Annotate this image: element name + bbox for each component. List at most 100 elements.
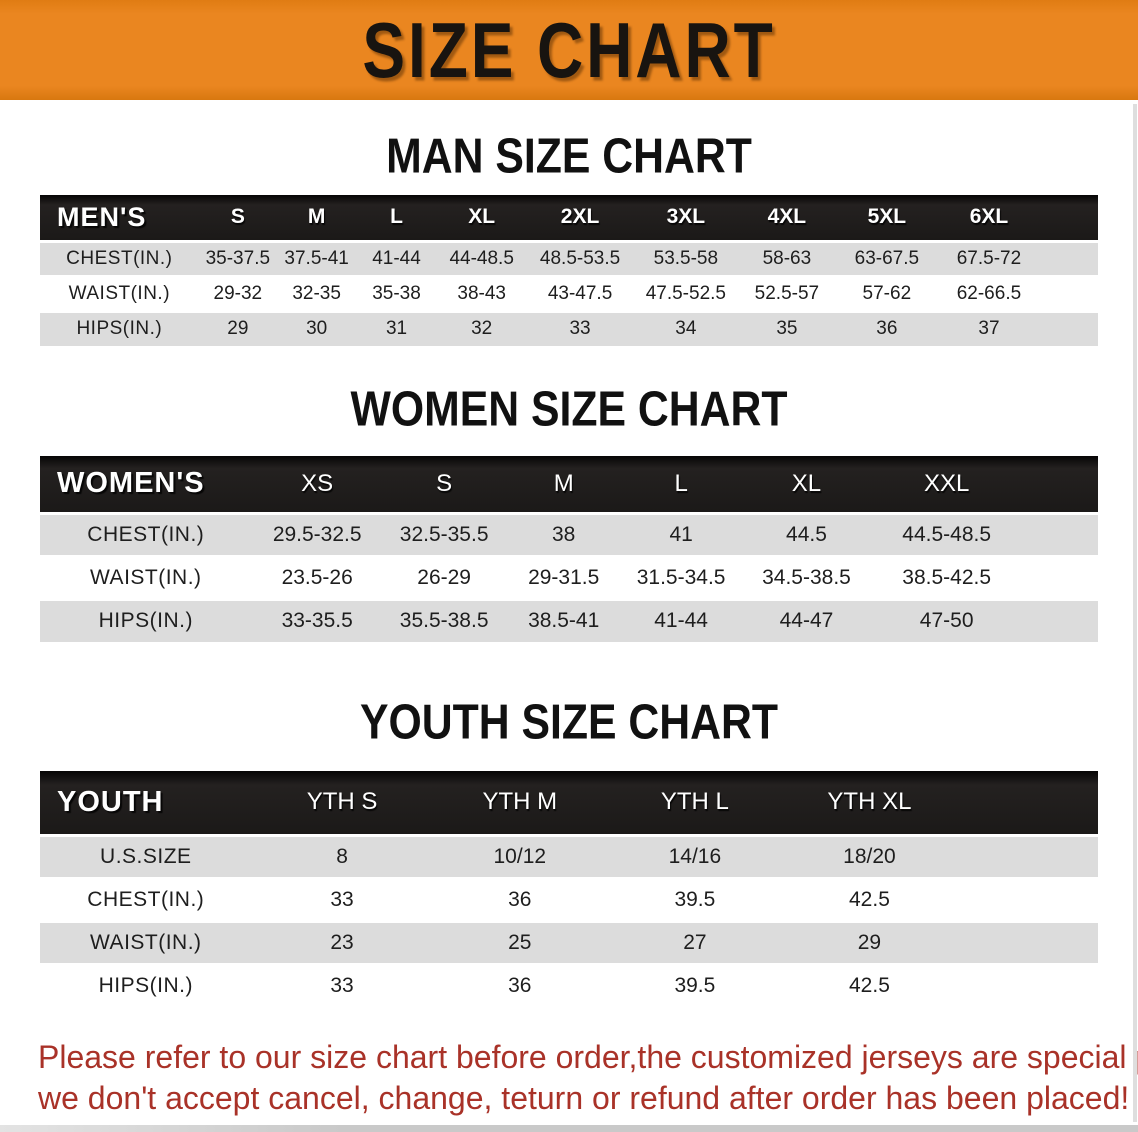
mens-row-filler xyxy=(1039,239,1098,276)
womens-measurement-cell: 44.5 xyxy=(740,511,873,556)
mens-measurement-cell: 35 xyxy=(738,309,836,346)
womens-size-column-header: XS xyxy=(251,456,383,513)
womens-measurement-cell: 34.5-38.5 xyxy=(740,554,873,599)
mens-size-column-header: 4XL xyxy=(738,195,836,241)
mens-measurement-cell: 37.5-41 xyxy=(276,239,357,276)
mens-size-column-header: M xyxy=(276,195,357,241)
mens-size-column-header: L xyxy=(356,195,437,241)
mens-measurement-cell: 47.5-52.5 xyxy=(633,274,739,311)
womens-measurement-cell: 47-50 xyxy=(872,597,1021,642)
mens-measurement-cell: 35-38 xyxy=(356,274,437,311)
mens-measurement-cell: 67.5-72 xyxy=(938,239,1040,276)
mens-measurement-cell: 38-43 xyxy=(436,274,527,311)
womens-measurement-cell: 31.5-34.5 xyxy=(621,554,741,599)
mens-measurement-cell: 62-66.5 xyxy=(938,274,1040,311)
womens-row-label: WAIST(IN.) xyxy=(40,554,252,599)
womens-measurement-cell: 41-44 xyxy=(621,597,741,642)
womens-size-table: WOMEN'S XS S M L XL XXL CHEST(IN.) 29.5-32.5 32.5… xyxy=(40,456,1098,642)
womens-size-column-header: L xyxy=(621,456,741,513)
youth-size-column-header: YTH L xyxy=(607,771,783,835)
mens-size-column-header: 6XL xyxy=(938,195,1040,241)
mens-measurement-cell: 30 xyxy=(276,309,357,346)
disclaimer-line-1: Please refer to our size chart before or… xyxy=(38,1039,1138,1075)
mens-measurement-cell: 33 xyxy=(526,309,634,346)
womens-group-label: WOMEN'S xyxy=(40,456,252,513)
youth-measurement-cell: 33 xyxy=(251,876,433,921)
youth-row-label: U.S.SIZE xyxy=(40,833,252,878)
page-bottom-bar xyxy=(0,1125,1138,1132)
youth-size-column-header: YTH XL xyxy=(782,771,957,835)
youth-section-heading: YOUTH SIZE CHART xyxy=(359,693,778,750)
mens-size-column-header: 5XL xyxy=(835,195,939,241)
mens-measurement-cell: 34 xyxy=(633,309,739,346)
size-chart-banner: SIZE CHART xyxy=(0,0,1138,100)
mens-measurement-cell: 37 xyxy=(938,309,1040,346)
banner-title: SIZE CHART xyxy=(362,6,776,94)
youth-size-column-header: YTH M xyxy=(432,771,608,835)
youth-table-row: U.S.SIZE 8 10/12 14/16 18/20 xyxy=(40,833,1098,878)
womens-measurement-cell: 23.5-26 xyxy=(251,554,383,599)
mens-measurement-cell: 43-47.5 xyxy=(526,274,634,311)
mens-measurement-cell: 58-63 xyxy=(738,239,836,276)
mens-row-label: WAIST(IN.) xyxy=(40,274,199,311)
mens-size-column-header: 3XL xyxy=(633,195,739,241)
womens-section-heading: WOMEN SIZE CHART xyxy=(350,380,788,437)
womens-header-filler xyxy=(1020,456,1098,513)
womens-row-label: CHEST(IN.) xyxy=(40,511,252,556)
size-chart-sections: MAN SIZE CHART MEN'S S M L XL 2XL 3XL 4XL 5XL 6XL C… xyxy=(0,131,1138,1007)
disclaimer: Please refer to our size chart before or… xyxy=(0,1037,1138,1119)
youth-measurement-cell: 14/16 xyxy=(607,833,783,878)
youth-header-row: YOUTH YTH S YTH M YTH L YTH XL xyxy=(40,771,1098,835)
page-right-edge xyxy=(1133,104,1137,1122)
youth-table-row: WAIST(IN.) 23 25 27 29 xyxy=(40,919,1098,964)
mens-measurement-cell: 31 xyxy=(356,309,437,346)
youth-size-table: YOUTH YTH S YTH M YTH L YTH XL U.S.SIZE 8 10/12… xyxy=(40,771,1098,1007)
youth-row-filler xyxy=(956,876,1098,921)
mens-measurement-cell: 41-44 xyxy=(356,239,437,276)
youth-row-filler xyxy=(956,919,1098,964)
youth-measurement-cell: 36 xyxy=(432,962,608,1007)
womens-header-row: WOMEN'S XS S M L XL XXL xyxy=(40,456,1098,513)
youth-measurement-cell: 18/20 xyxy=(782,833,957,878)
mens-measurement-cell: 52.5-57 xyxy=(738,274,836,311)
womens-row-filler xyxy=(1020,597,1098,642)
mens-size-table: MEN'S S M L XL 2XL 3XL 4XL 5XL 6XL CHEST(IN.) 35-37… xyxy=(40,195,1098,346)
mens-measurement-cell: 35-37.5 xyxy=(198,239,277,276)
youth-measurement-cell: 25 xyxy=(432,919,608,964)
womens-measurement-cell: 38 xyxy=(505,511,622,556)
mens-measurement-cell: 53.5-58 xyxy=(633,239,739,276)
mens-measurement-cell: 32 xyxy=(436,309,527,346)
mens-table-row: HIPS(IN.) 29 30 31 32 33 34 35 36 37 xyxy=(40,309,1098,346)
womens-size-column-header: XXL xyxy=(872,456,1021,513)
youth-measurement-cell: 27 xyxy=(607,919,783,964)
youth-measurement-cell: 39.5 xyxy=(607,962,783,1007)
womens-table-row: CHEST(IN.) 29.5-32.5 32.5-35.5 38 41 44.5 44.5… xyxy=(40,511,1098,556)
womens-measurement-cell: 32.5-35.5 xyxy=(382,511,506,556)
mens-group-label: MEN'S xyxy=(40,195,199,241)
mens-measurement-cell: 32-35 xyxy=(276,274,357,311)
youth-size-column-header: YTH S xyxy=(251,771,433,835)
womens-measurement-cell: 29-31.5 xyxy=(505,554,622,599)
womens-table-row: HIPS(IN.) 33-35.5 35.5-38.5 38.5-41 41-44 44-… xyxy=(40,597,1098,642)
youth-size-chart-section: YOUTH SIZE CHART YOUTH YTH S YTH M YTH L YTH … xyxy=(0,693,1138,1007)
mens-measurement-cell: 29 xyxy=(198,309,277,346)
womens-size-column-header: S xyxy=(382,456,506,513)
mens-header-row: MEN'S S M L XL 2XL 3XL 4XL 5XL 6XL xyxy=(40,195,1098,241)
youth-measurement-cell: 36 xyxy=(432,876,608,921)
youth-measurement-cell: 42.5 xyxy=(782,962,957,1007)
disclaimer-line-2: we don't accept cancel, change, teturn o… xyxy=(38,1080,1130,1116)
youth-table-row: HIPS(IN.) 33 36 39.5 42.5 xyxy=(40,962,1098,1007)
womens-measurement-cell: 35.5-38.5 xyxy=(382,597,506,642)
womens-measurement-cell: 26-29 xyxy=(382,554,506,599)
mens-size-column-header: S xyxy=(198,195,277,241)
mens-measurement-cell: 57-62 xyxy=(835,274,939,311)
mens-table-row: CHEST(IN.) 35-37.5 37.5-41 41-44 44-48.5 48.5… xyxy=(40,239,1098,276)
womens-measurement-cell: 44-47 xyxy=(740,597,873,642)
youth-measurement-cell: 33 xyxy=(251,962,433,1007)
youth-row-label: HIPS(IN.) xyxy=(40,962,252,1007)
mens-size-column-header: XL xyxy=(436,195,527,241)
womens-table-row: WAIST(IN.) 23.5-26 26-29 29-31.5 31.5-34.5 34… xyxy=(40,554,1098,599)
womens-measurement-cell: 33-35.5 xyxy=(251,597,383,642)
mens-measurement-cell: 48.5-53.5 xyxy=(526,239,634,276)
mens-measurement-cell: 63-67.5 xyxy=(835,239,939,276)
